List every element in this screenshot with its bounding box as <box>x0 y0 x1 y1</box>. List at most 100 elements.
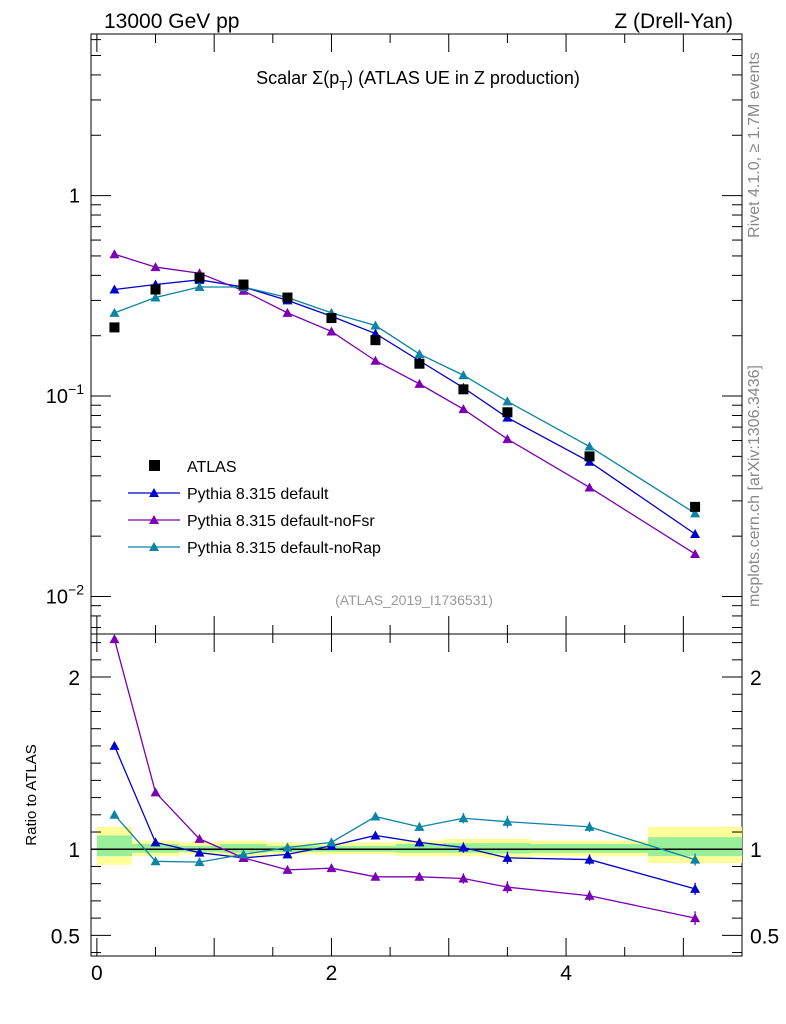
legend-marker-atlas <box>149 460 160 471</box>
series-point <box>370 320 381 330</box>
data-point <box>194 272 205 283</box>
data-point <box>584 451 595 462</box>
ratio-point <box>584 890 595 900</box>
y-tick-label: 10−1 <box>46 381 84 408</box>
ratio-point <box>370 871 381 881</box>
ratio-y-tick-label-right: 1 <box>750 839 762 862</box>
ratio-point <box>282 864 293 874</box>
data-point <box>109 322 120 333</box>
series-point <box>109 249 120 259</box>
series-2-ratio <box>109 634 701 926</box>
ratio-y-tick-label-right: 0.5 <box>750 925 779 948</box>
green-band-bin <box>96 835 133 857</box>
ratio-point <box>370 830 381 840</box>
legend: ATLAS Pythia 8.315 default Pythia 8.315 de… <box>128 459 381 557</box>
ratio-panel-frame <box>90 633 743 957</box>
series-1-ratio <box>109 740 701 895</box>
ratio-point <box>109 634 120 644</box>
ratio-point <box>690 854 701 864</box>
series-point <box>414 378 425 388</box>
ratio-point <box>326 863 337 873</box>
ratio-point <box>414 821 425 831</box>
series-point <box>150 262 161 272</box>
series-point <box>690 508 701 518</box>
x-tick-label: 2 <box>326 962 338 985</box>
ratio-y-tick-label-left: 0.5 <box>51 925 80 948</box>
series-point <box>584 441 595 451</box>
legend-marker <box>149 488 159 497</box>
data-point <box>414 358 425 369</box>
series-point <box>690 529 701 539</box>
ratio-point <box>282 849 293 859</box>
chart-title: Scalar Σ(pT) (ATLAS UE in Z production) <box>256 68 580 93</box>
main-axis-ticks: 1 10−1 10−2 <box>46 39 742 629</box>
data-point <box>458 384 469 395</box>
ratio-point <box>370 811 381 821</box>
green-band-bin <box>395 844 443 853</box>
x-tick-label: 4 <box>560 962 572 985</box>
ratio-point <box>326 837 337 847</box>
ratio-series-group <box>109 634 701 926</box>
green-band-bin <box>220 844 267 853</box>
data-point <box>282 292 293 303</box>
series-point <box>414 349 425 359</box>
ratio-point <box>414 837 425 847</box>
rivet-version-label: Rivet 4.1.0, ≥ 1.7M events <box>746 52 763 238</box>
ratio-point <box>194 833 205 843</box>
ratio-point <box>238 849 249 859</box>
ratio-line <box>113 814 696 863</box>
ratio-point <box>502 882 513 892</box>
legend-label: Pythia 8.315 default-noFsr <box>187 513 375 530</box>
legend-label-atlas: ATLAS <box>187 459 237 476</box>
data-point <box>370 335 381 346</box>
data-point <box>502 407 513 418</box>
data-point <box>326 313 337 324</box>
ratio-ylabel: Ratio to ATLAS <box>23 744 40 845</box>
series-point <box>502 434 513 444</box>
header-energy: 13000 GeV pp <box>104 10 239 33</box>
ratio-point <box>414 871 425 881</box>
series-point <box>326 326 337 336</box>
main-series-group <box>109 249 701 558</box>
ratio-point <box>458 873 469 883</box>
data-point <box>690 501 701 512</box>
main-panel-frame <box>90 33 743 635</box>
series-point <box>458 404 469 414</box>
ratio-point <box>150 837 161 847</box>
series-point <box>282 307 293 317</box>
ratio-point <box>282 842 293 852</box>
series-point <box>109 284 120 294</box>
ratio-panel: 0.5 0.5 1 1 2 2 Ratio to ATLAS <box>23 633 779 957</box>
ratio-point <box>584 854 595 864</box>
ratio-y-tick-label-left: 1 <box>68 839 80 862</box>
series-line <box>114 286 696 514</box>
legend-marker <box>149 542 159 551</box>
series-point <box>690 548 701 558</box>
x-tick-label: 0 <box>91 962 103 985</box>
ratio-point <box>150 856 161 866</box>
header-process: Z (Drell-Yan) <box>614 10 733 33</box>
ratio-point <box>502 852 513 862</box>
ratio-point <box>584 821 595 831</box>
analysis-id-label: (ATLAS_2019_I1736531) <box>335 592 493 608</box>
mcplots-label: mcplots.cern.ch [arXiv:1306.3436] <box>746 365 763 607</box>
series-line <box>114 279 696 535</box>
ratio-point <box>194 857 205 867</box>
ratio-point <box>150 787 161 797</box>
ratio-line <box>113 638 696 919</box>
green-band-bin <box>530 844 649 853</box>
ratio-point <box>690 883 701 893</box>
series-line <box>114 253 696 555</box>
series-point <box>109 307 120 317</box>
legend-label: Pythia 8.315 default <box>187 486 329 503</box>
series-point <box>458 370 469 380</box>
green-band-bin <box>648 837 742 857</box>
data-point <box>238 279 249 290</box>
ratio-point <box>458 842 469 852</box>
series-point <box>150 292 161 302</box>
x-axis-ticks: 0 2 4 <box>91 34 743 985</box>
ratio-y-tick-label-right: 2 <box>750 667 762 690</box>
ratio-axis-ticks: 0.5 0.5 1 1 2 2 <box>51 642 779 954</box>
series-3-ratio <box>109 809 701 867</box>
